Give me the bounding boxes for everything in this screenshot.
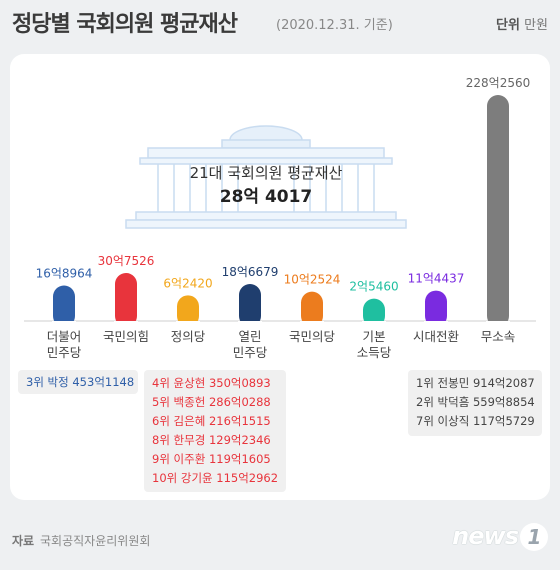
bar-5 bbox=[363, 298, 385, 327]
ranking-box-democratic: 3위 박정 453억1148 bbox=[18, 370, 138, 394]
average-value: 28억 4017 bbox=[220, 187, 313, 207]
news1-logo: news 1 bbox=[452, 522, 548, 551]
chart-card: 21대 국회의원 평균재산 28억 4017 16억8964 더불어 민주당 30억7… bbox=[10, 54, 550, 500]
bar-base-mask bbox=[486, 321, 510, 329]
bar-3 bbox=[239, 284, 261, 327]
bar-base-mask bbox=[300, 321, 324, 329]
category-label-3: 열린 bbox=[238, 329, 261, 344]
bar-0 bbox=[53, 285, 75, 327]
category-label-1: 국민의힘 bbox=[103, 329, 149, 344]
ranking-item: 8위 한무경 129억2346 bbox=[152, 433, 271, 447]
value-label-4: 10억2524 bbox=[284, 273, 341, 287]
bar-1 bbox=[115, 273, 137, 327]
ranking-item: 3위 박정 453억1148 bbox=[26, 375, 135, 389]
bar-4 bbox=[301, 291, 323, 327]
bar-base-mask bbox=[114, 321, 138, 329]
ranking-item: 1위 전봉민 914억2087 bbox=[416, 376, 535, 390]
value-label-0: 16억8964 bbox=[36, 267, 93, 281]
source-text: 국회공직자윤리위원회 bbox=[40, 534, 151, 548]
source-label: 자료 bbox=[12, 534, 35, 548]
category-label-5: 기본 bbox=[362, 329, 385, 344]
ranking-item: 2위 박덕흠 559억8854 bbox=[416, 395, 535, 409]
value-label-7: 228억2560 bbox=[466, 76, 530, 90]
value-label-3: 18억6679 bbox=[222, 265, 279, 279]
logo-text: news bbox=[452, 522, 519, 550]
assembly-building-icon bbox=[125, 125, 407, 229]
ranking-item: 5위 백종헌 286억0288 bbox=[152, 395, 271, 409]
bar-7 bbox=[487, 95, 509, 327]
value-label-1: 30억7526 bbox=[98, 254, 155, 268]
bar-6 bbox=[425, 290, 447, 327]
category-label-0: 더불어 bbox=[47, 329, 82, 344]
ranking-box-ppp: 4위 윤상현 350억0893 5위 백종헌 286억0288 6위 김은혜 216… bbox=[144, 370, 286, 492]
category-label-4: 국민의당 bbox=[289, 329, 336, 344]
category-label-5: 소득당 bbox=[357, 345, 392, 360]
category-label-2: 정의당 bbox=[171, 329, 206, 344]
ranking-item: 6위 김은혜 216억1515 bbox=[152, 414, 271, 428]
unit-value: 만원 bbox=[524, 18, 548, 33]
ranking-item: 4위 윤상현 350억0893 bbox=[152, 376, 271, 390]
category-label-3: 민주당 bbox=[233, 345, 268, 360]
bar-chart: 21대 국회의원 평균재산 28억 4017 16억8964더불어민주당30억7… bbox=[24, 76, 536, 360]
value-label-2: 6억2420 bbox=[163, 276, 212, 290]
ranking-item: 10위 강기윤 115억2962 bbox=[152, 471, 279, 485]
bar-base-mask bbox=[424, 321, 448, 329]
value-label-5: 2억5460 bbox=[349, 280, 398, 294]
value-label-6: 11억4437 bbox=[408, 272, 465, 286]
bar-base-mask bbox=[52, 321, 76, 329]
bar-base-mask bbox=[362, 321, 386, 329]
bar-base-mask bbox=[176, 321, 200, 329]
header-title: 정당별 국회의원 평균재산 bbox=[12, 12, 238, 37]
logo-mark: 1 bbox=[520, 523, 548, 551]
unit-label: 단위 bbox=[496, 18, 520, 33]
category-label-0: 민주당 bbox=[47, 345, 82, 360]
unit-note: 단위 만원 bbox=[496, 14, 548, 33]
ranking-item: 7위 이상직 117억5729 bbox=[416, 414, 535, 428]
category-label-7: 무소속 bbox=[481, 329, 516, 344]
ranking-box-independent: 1위 전봉민 914억2087 2위 박덕흠 559억8854 7위 이상직 117… bbox=[408, 370, 542, 436]
bar-2 bbox=[177, 295, 199, 327]
ranking-item: 9위 이주환 119억1605 bbox=[152, 452, 271, 466]
bar-base-mask bbox=[238, 321, 262, 329]
date-note: (2020.12.31. 기준) bbox=[276, 18, 393, 33]
average-label: 21대 국회의원 평균재산 bbox=[190, 164, 343, 182]
category-label-6: 시대전환 bbox=[413, 329, 460, 344]
